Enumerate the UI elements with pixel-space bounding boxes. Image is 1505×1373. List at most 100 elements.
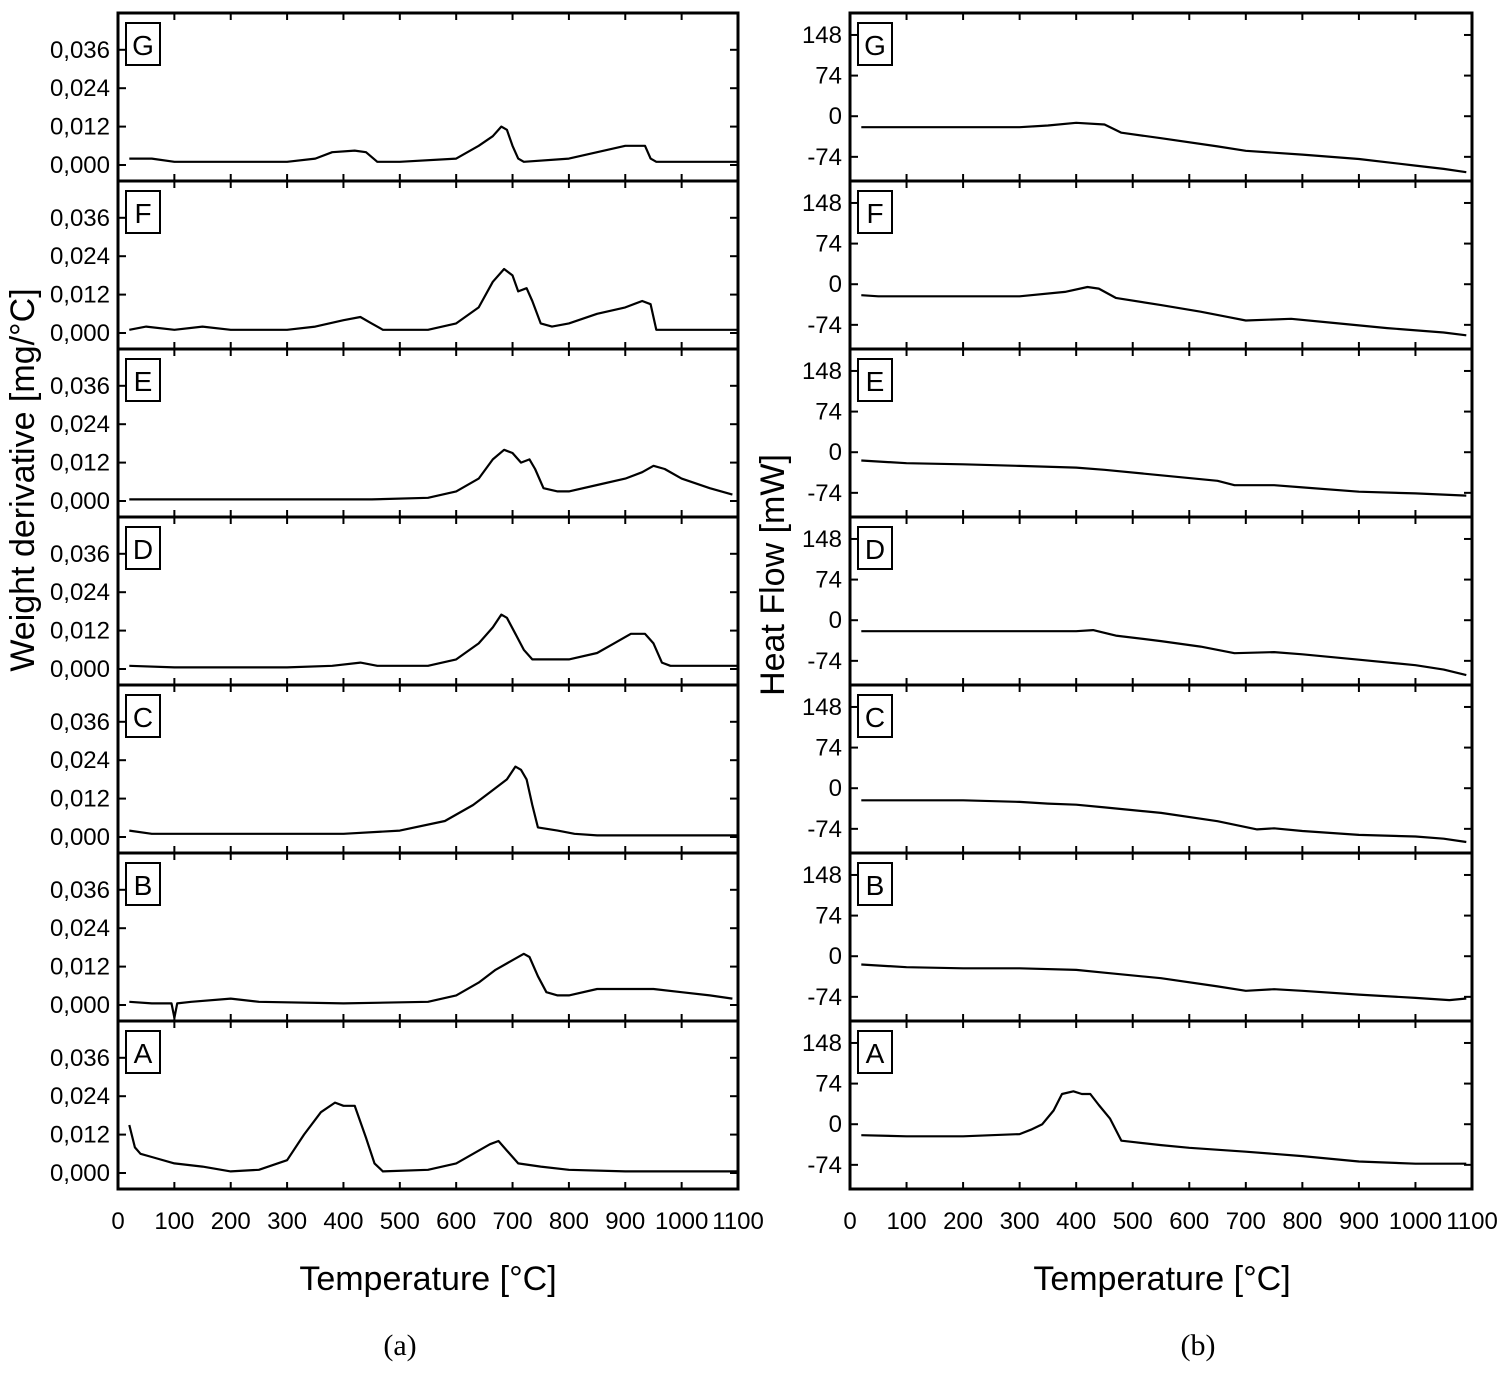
- chart-b-xtick-label: 0: [843, 1208, 856, 1235]
- chart-b-panel-B-ytick-label: 74: [815, 903, 842, 930]
- chart-a-xtick-label: 1100: [712, 1208, 764, 1235]
- chart-a-panel-D-ytick-label: 0,012: [50, 618, 110, 645]
- chart-a-panel-C-ytick-label: 0,036: [50, 709, 110, 736]
- chart-a-panel-G-tag: G: [132, 30, 154, 61]
- chart-a-panel-E-frame: [116, 347, 740, 519]
- chart-a-panel-B-ytick-label: 0,012: [50, 954, 110, 981]
- chart-a-panel-F-tag-box: [125, 190, 161, 234]
- chart-a-xtick-label: 600: [436, 1208, 476, 1235]
- chart-a-xtick-label: 500: [380, 1208, 420, 1235]
- chart-b-panel-B-tag: B: [866, 870, 885, 901]
- chart-a-panel-D-tag: D: [133, 534, 153, 565]
- chart-b-panel-A-series-line: [861, 1090, 1467, 1165]
- chart-b-panel-A-ytick-label: 148: [802, 1030, 842, 1057]
- chart-b-panel-D-tag-box: [857, 526, 893, 570]
- chart-a-panel-B-frame: [116, 851, 740, 1023]
- chart-a-panel-G-frame: [116, 11, 740, 183]
- chart-b-panel-E-ytick-label: 74: [815, 399, 842, 426]
- chart-b-panel-C-ytick-label: 0: [829, 775, 842, 802]
- chart-b-y-axis-title: Heat Flow [mW]: [754, 454, 792, 696]
- chart-b-xtick-label: 1100: [1446, 1208, 1498, 1235]
- chart-a-panel-A-ytick-label: 0,024: [50, 1083, 110, 1110]
- chart-a-panel-A-ytick-label: 0,012: [50, 1122, 110, 1149]
- chart-b-panel-D-tag: D: [865, 534, 885, 565]
- chart-b-panel-A-ytick-label: 74: [815, 1071, 842, 1098]
- chart-b-panel-F-tag-box: [857, 190, 893, 234]
- chart-a-panel-B-series-line: [129, 952, 733, 1019]
- chart-b-panel-C-ytick-label: 148: [802, 694, 842, 721]
- chart-a-caption: (a): [383, 1329, 416, 1362]
- chart-a-panel-G-ytick-label: 0,036: [50, 37, 110, 64]
- chart-b-panel-B-tag-box: [857, 862, 893, 906]
- chart-a-x-axis-title: Temperature [°C]: [299, 1260, 556, 1298]
- chart-a-panel-E-tag-box: [125, 358, 161, 402]
- chart-b-panel-E-ytick-label: -74: [807, 480, 842, 507]
- chart-a-panel-E-tag: E: [134, 366, 153, 397]
- chart-a-xtick-label: 1000: [655, 1208, 708, 1235]
- chart-a-panel-F-ytick-label: 0,012: [50, 282, 110, 309]
- chart-b-panel-E-series-line: [861, 459, 1467, 497]
- chart-b-panel-G-ytick-label: -74: [807, 144, 842, 171]
- chart-a-panel-D-series-line: [129, 613, 738, 669]
- chart-b-x-axis-title: Temperature [°C]: [1033, 1260, 1290, 1298]
- chart-a-panel-F-series-line: [129, 267, 738, 331]
- chart-b-panel-B-ytick-label: 148: [802, 862, 842, 889]
- chart-a-panel-C-tag: C: [133, 702, 153, 733]
- chart-a-xtick-label: 0: [111, 1208, 124, 1235]
- chart-b-panel-D-ytick-label: 148: [802, 526, 842, 553]
- chart-a-panel-D-ytick-label: 0,000: [50, 656, 110, 683]
- chart-b-panel-A-frame: [848, 1019, 1474, 1191]
- chart-a-panel-G-tag-box: [125, 22, 161, 66]
- chart-b-panel-B-ytick-label: 0: [829, 943, 842, 970]
- chart-a-panel-G-series-line: [129, 125, 738, 163]
- chart-a-panel-E-series-line: [129, 448, 733, 501]
- chart-b-xtick-label: 300: [1000, 1208, 1040, 1235]
- chart-b-panel-D-ytick-label: -74: [807, 648, 842, 675]
- chart-b-panel-E-ytick-label: 0: [829, 439, 842, 466]
- chart-a-weight-derivative: 0,000 0,012 0,024 0,036 G 0,000 0,012 0,024 0,03…: [50, 11, 764, 1235]
- chart-b-panel-D-ytick-label: 74: [815, 567, 842, 594]
- chart-a-panel-E-ytick-label: 0,000: [50, 488, 110, 515]
- chart-b-xtick-label: 200: [943, 1208, 983, 1235]
- chart-a-panel-E-ytick-label: 0,012: [50, 450, 110, 477]
- chart-b-panel-G-tag: G: [864, 30, 886, 61]
- chart-a-panel-E-ytick-label: 0,024: [50, 411, 110, 438]
- chart-a-y-axis-title: Weight derivative [mg/°C]: [4, 288, 42, 671]
- chart-b-panel-B-ytick-label: -74: [807, 984, 842, 1011]
- chart-a-panel-D-frame: [116, 515, 740, 687]
- chart-a-panel-F-tag: F: [134, 198, 151, 229]
- chart-b-panel-C-series-line: [861, 799, 1467, 844]
- chart-b-panel-C-frame: [848, 683, 1474, 855]
- chart-a-panel-C-series-line: [129, 765, 738, 837]
- chart-b-panel-A-tag: A: [866, 1038, 885, 1069]
- chart-a-panel-C-ytick-label: 0,000: [50, 824, 110, 851]
- chart-b-panel-A-ytick-label: -74: [807, 1152, 842, 1179]
- chart-a-panel-B-ytick-label: 0,036: [50, 877, 110, 904]
- chart-b-panel-G-frame: [848, 11, 1474, 183]
- chart-b-panel-F-tag: F: [866, 198, 883, 229]
- chart-a-panel-C-tag-box: [125, 694, 161, 738]
- chart-a-panel-B-ytick-label: 0,000: [50, 992, 110, 1019]
- chart-b-panel-E-tag-box: [857, 358, 893, 402]
- chart-a-panel-G-ytick-label: 0,012: [50, 114, 110, 141]
- chart-a-xtick-label: 900: [605, 1208, 645, 1235]
- chart-b-xtick-label: 1000: [1389, 1208, 1442, 1235]
- chart-a-panel-C-frame: [116, 683, 740, 855]
- chart-b-heat-flow: -74 0 74 148 G -74 0 74 148 F -74 0 74 148 E -74 0 74 148 D…: [802, 11, 1498, 1235]
- chart-b-panel-A-tag-box: [857, 1030, 893, 1074]
- chart-b-panel-F-ytick-label: -74: [807, 312, 842, 339]
- chart-a-xtick-label: 700: [493, 1208, 533, 1235]
- chart-b-panel-C-ytick-label: -74: [807, 816, 842, 843]
- chart-a-xtick-label: 400: [323, 1208, 363, 1235]
- chart-b-xtick-label: 500: [1113, 1208, 1153, 1235]
- chart-a-panel-B-tag: B: [134, 870, 153, 901]
- chart-a-panel-F-ytick-label: 0,000: [50, 320, 110, 347]
- chart-b-panel-F-series-line: [861, 285, 1467, 337]
- chart-b-panel-C-tag-box: [857, 694, 893, 738]
- chart-a-xtick-label: 200: [211, 1208, 251, 1235]
- chart-b-panel-B-series-line: [861, 963, 1467, 1002]
- chart-b-panel-G-ytick-label: 0: [829, 103, 842, 130]
- chart-a-panel-G-ytick-label: 0,000: [50, 152, 110, 179]
- chart-b-panel-G-tag-box: [857, 22, 893, 66]
